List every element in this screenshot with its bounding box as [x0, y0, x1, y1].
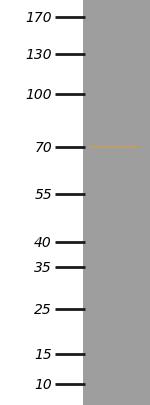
- Text: 35: 35: [34, 260, 52, 274]
- Text: 130: 130: [25, 48, 52, 62]
- Text: 10: 10: [34, 377, 52, 391]
- Text: 55: 55: [34, 188, 52, 202]
- Text: 100: 100: [25, 88, 52, 102]
- Text: 40: 40: [34, 235, 52, 249]
- Text: 70: 70: [34, 141, 52, 155]
- Bar: [83, 0, 150, 405]
- Text: 15: 15: [34, 347, 52, 361]
- Text: 25: 25: [34, 302, 52, 316]
- Text: 170: 170: [25, 11, 52, 25]
